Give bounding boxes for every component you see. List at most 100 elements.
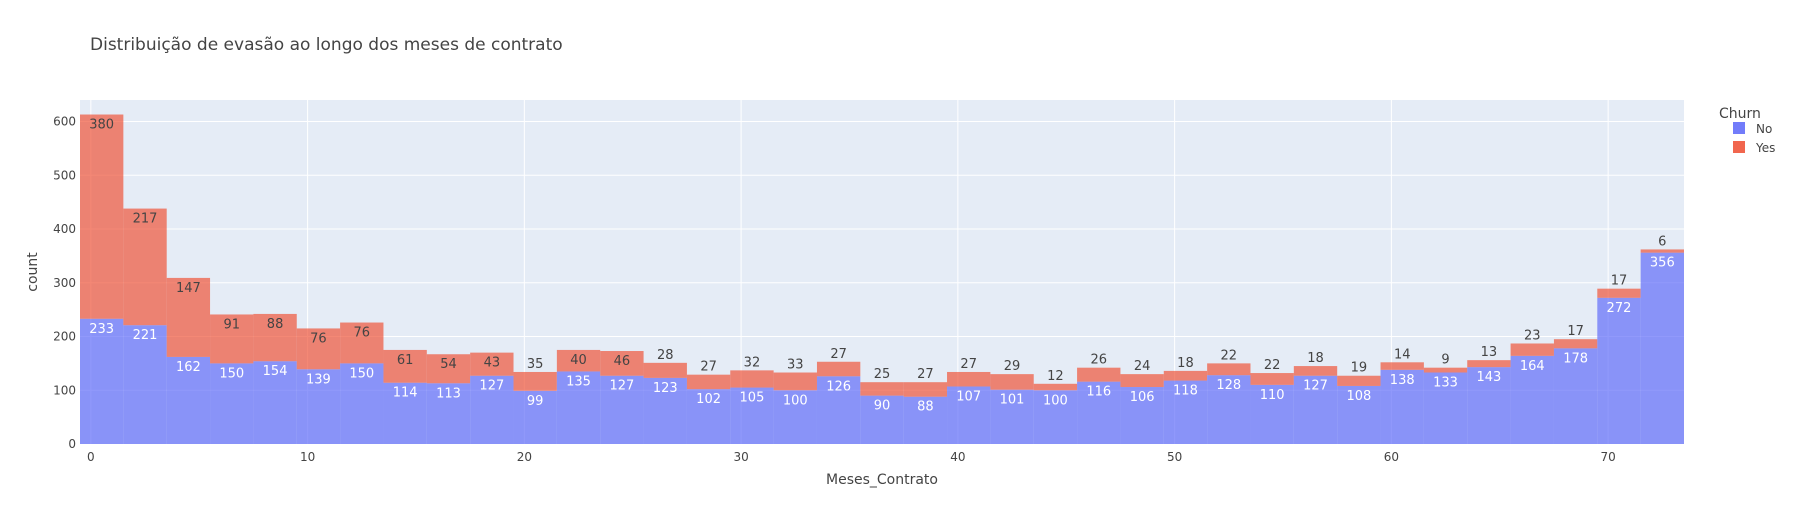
- bar-label-yes: 22: [1264, 358, 1281, 373]
- bar-no: [1250, 384, 1294, 444]
- bar-label-no: 106: [1130, 390, 1155, 405]
- bar-yes: [686, 374, 731, 390]
- bar-label-no: 143: [1477, 370, 1502, 385]
- bar-label-yes: 27: [960, 357, 977, 372]
- bar-label-yes: 40: [570, 353, 587, 368]
- bar-no: [210, 363, 254, 444]
- bar-label-no: 126: [826, 379, 851, 394]
- bar-no: [903, 396, 948, 444]
- bar-yes: [1077, 367, 1121, 382]
- bar-label-no: 356: [1650, 256, 1675, 271]
- bar-label-no: 178: [1563, 351, 1588, 366]
- bar-label-no: 135: [566, 374, 591, 389]
- bar-no: [730, 387, 774, 444]
- bar-yes: [426, 354, 471, 384]
- bar-label-no: 127: [1303, 379, 1328, 394]
- x-tick-labels: 0 10 20 30 40 50 60 70: [87, 450, 1616, 464]
- bar-label-yes: 17: [1611, 274, 1628, 289]
- bar-label-yes: 17: [1567, 324, 1584, 339]
- bar-no: [1510, 355, 1554, 444]
- bar-label-yes: 88: [267, 317, 284, 332]
- bar-no: [340, 363, 384, 444]
- bar-no: [556, 371, 601, 444]
- bar-no: [600, 375, 644, 444]
- x-tick-label: 70: [1600, 450, 1615, 464]
- bar-no: [296, 369, 341, 444]
- bar-no: [166, 356, 211, 444]
- bar-no: [643, 377, 687, 444]
- bar-label-no: 107: [956, 389, 981, 404]
- y-tick-labels: 0 100 200 300 400 500 600: [53, 115, 76, 452]
- bar-label-yes: 380: [89, 118, 114, 133]
- y-tick-label: 0: [68, 437, 76, 451]
- bar-yes: [1207, 363, 1251, 376]
- bar-label-no: 99: [527, 394, 544, 409]
- bar-label-no: 113: [436, 386, 461, 401]
- bar-yes: [340, 322, 384, 364]
- bar-no: [1467, 367, 1511, 444]
- bar-label-no: 102: [696, 392, 721, 407]
- y-tick-label: 500: [53, 168, 76, 182]
- bar-no: [1380, 369, 1424, 444]
- bar-label-no: 221: [133, 328, 158, 343]
- bar-yes: [253, 313, 297, 362]
- bar-yes: [773, 372, 817, 391]
- bar-yes: [513, 371, 557, 391]
- bar-no: [1293, 375, 1338, 444]
- y-axis-title: count: [25, 252, 41, 292]
- bar-label-no: 133: [1433, 376, 1458, 391]
- bar-no: [860, 395, 904, 444]
- bar-yes: [296, 328, 341, 370]
- bar-yes: [470, 352, 514, 376]
- bar-no: [426, 383, 471, 444]
- bar-label-no: 127: [479, 379, 504, 394]
- bar-yes: [1597, 288, 1641, 298]
- bar-label-yes: 9: [1441, 353, 1449, 368]
- bar-label-yes: 22: [1221, 348, 1238, 363]
- bar-label-yes: 61: [397, 353, 414, 368]
- bar-yes: [166, 277, 211, 357]
- bar-label-no: 108: [1346, 389, 1371, 404]
- bar-label-no: 100: [1043, 393, 1068, 408]
- x-axis-title: Meses_Contrato: [826, 472, 938, 488]
- bar-no: [470, 375, 514, 444]
- data-labels: 2333802212171621471509115488139761507611…: [89, 118, 1674, 415]
- bar-label-no: 88: [917, 400, 934, 415]
- bar-yes: [123, 208, 167, 326]
- bar-label-yes: 13: [1481, 345, 1498, 360]
- bar-yes: [1467, 360, 1511, 368]
- bar-label-no: 101: [1000, 393, 1025, 408]
- bar-label-yes: 217: [133, 212, 158, 227]
- bar-no: [1120, 387, 1164, 444]
- chart-title: Distribuição de evasão ao longo dos mese…: [90, 35, 563, 55]
- x-tick-label: 50: [1167, 450, 1182, 464]
- bar-label-yes: 76: [354, 326, 371, 341]
- y-tick-label: 300: [53, 276, 76, 290]
- bar-yes: [210, 314, 254, 364]
- bar-label-yes: 29: [1004, 359, 1021, 374]
- bar-label-yes: 27: [830, 347, 847, 362]
- bar-label-no: 162: [176, 360, 201, 375]
- bar-label-no: 110: [1260, 388, 1285, 403]
- bar-no: [383, 382, 427, 444]
- bar-label-yes: 54: [440, 357, 457, 372]
- x-tick-label: 20: [517, 450, 532, 464]
- bar-label-no: 139: [306, 372, 331, 387]
- bar-yes: [643, 362, 687, 378]
- x-tick-label: 10: [300, 450, 315, 464]
- legend-swatch-no: [1733, 122, 1745, 134]
- bar-label-yes: 6: [1658, 234, 1666, 249]
- y-tick-label: 400: [53, 222, 76, 236]
- x-tick-label: 0: [87, 450, 95, 464]
- bar-no: [1553, 348, 1598, 444]
- bar-no: [253, 361, 297, 444]
- y-tick-label: 600: [53, 115, 76, 129]
- bar-label-yes: 76: [310, 331, 327, 346]
- bar-yes: [1553, 339, 1598, 349]
- bar-label-no: 233: [89, 322, 114, 337]
- legend-title: Churn: [1719, 106, 1761, 122]
- bar-yes: [1120, 374, 1164, 388]
- bar-label-no: 116: [1086, 385, 1111, 400]
- bar-yes: [1640, 249, 1684, 253]
